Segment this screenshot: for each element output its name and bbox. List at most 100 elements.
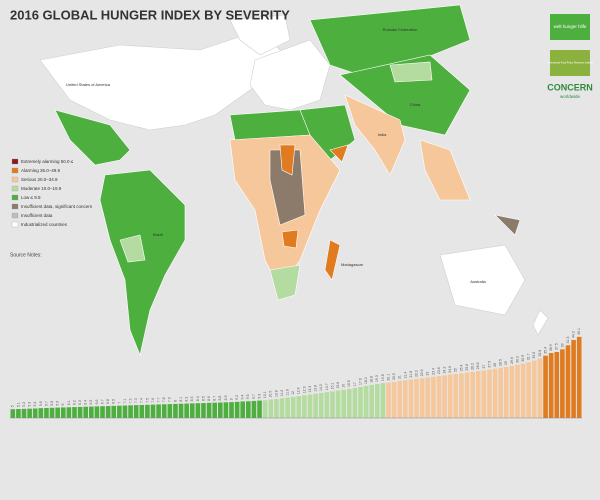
value-label: 13.3	[308, 386, 312, 393]
logo-box	[550, 50, 590, 76]
bar	[369, 384, 375, 418]
bar	[279, 398, 285, 418]
bar	[10, 409, 16, 418]
value-label: 41.3	[566, 336, 570, 343]
value-label: 8.1	[179, 397, 183, 402]
value-label: 5.9	[56, 401, 60, 406]
value-label: 5	[11, 405, 15, 407]
value-label: 21.8	[409, 371, 413, 378]
legend-swatch	[11, 221, 19, 228]
bar	[83, 406, 89, 418]
bar	[223, 402, 229, 418]
value-label: 11.6	[286, 389, 290, 396]
value-label: 9	[229, 398, 233, 400]
bar	[436, 376, 442, 418]
value-label: 19.3	[375, 375, 379, 382]
bar	[100, 406, 105, 418]
value-label: 7.3	[134, 398, 138, 403]
logo-text: worldwide	[560, 94, 581, 99]
value-label: 24.6	[448, 366, 452, 373]
bar	[481, 370, 487, 418]
bar	[189, 403, 195, 418]
bar	[290, 396, 296, 418]
bar	[330, 391, 335, 418]
legend-label: Moderate 10.0–19.9	[21, 186, 62, 191]
bar	[72, 407, 77, 418]
value-label: 7.6	[151, 398, 155, 403]
legend-label: Low ≤ 9.9	[21, 195, 41, 200]
value-label: 7	[117, 402, 121, 404]
bar	[503, 366, 509, 418]
title: 2016 GLOBAL HUNGER INDEX BY SEVERITY	[10, 7, 290, 22]
south-america	[99, 169, 186, 357]
bar	[509, 365, 515, 418]
bar	[431, 376, 436, 418]
value-label: 37.5	[555, 343, 559, 350]
bar	[492, 368, 498, 418]
bar	[178, 403, 184, 418]
value-label: 25	[454, 368, 458, 372]
value-label: 14.2	[319, 384, 323, 391]
value-label: 12.4	[297, 387, 301, 394]
bar	[217, 402, 223, 418]
bar	[195, 403, 201, 418]
value-label: 27.5	[487, 361, 491, 368]
value-label: 10.5	[269, 391, 273, 398]
value-label: 6.6	[95, 399, 99, 404]
bar	[318, 393, 324, 418]
bar	[66, 407, 72, 418]
central-africa	[269, 149, 306, 226]
value-label: 7.1	[123, 399, 127, 404]
bar	[133, 405, 139, 418]
value-label: 5.7	[44, 401, 48, 406]
new-zealand	[532, 309, 549, 336]
bar	[532, 360, 537, 418]
bar	[470, 371, 475, 418]
value-label: 15.6	[336, 382, 340, 389]
bar	[543, 355, 548, 418]
bar	[150, 404, 156, 418]
value-label: 6	[61, 403, 65, 405]
bar	[391, 381, 397, 418]
value-label: 5.1	[16, 402, 20, 407]
bar	[425, 377, 431, 418]
bar	[537, 358, 543, 418]
value-label: 9.9	[257, 394, 261, 399]
bar	[576, 336, 582, 418]
bar	[206, 402, 212, 418]
bar	[139, 404, 145, 418]
bar	[487, 369, 492, 418]
bar	[397, 381, 403, 418]
legend-label: Industrialized countries	[21, 222, 68, 227]
value-label: 7.4	[140, 398, 144, 403]
bar	[16, 409, 21, 418]
map-label: Russian Federation	[383, 27, 418, 32]
value-label: 9.7	[252, 394, 256, 399]
bar	[274, 398, 279, 418]
north-america	[39, 29, 291, 131]
value-label: 23.8	[437, 367, 441, 374]
bar	[386, 382, 391, 418]
value-label: 7.9	[168, 397, 172, 402]
value-label: 33.8	[538, 350, 542, 357]
value-label: 17	[353, 382, 357, 386]
value-label: 5.2	[22, 402, 26, 407]
bar	[167, 404, 173, 418]
legend-label: Insufficient data, significant concern	[21, 204, 93, 209]
value-label: 12	[291, 391, 295, 395]
bar	[251, 400, 257, 418]
bar	[296, 396, 302, 418]
legend-swatch	[11, 167, 19, 174]
map-label: Madagascar	[341, 262, 364, 267]
southern-africa	[269, 264, 301, 301]
map-label: Brazil	[153, 232, 163, 237]
bar	[32, 408, 38, 418]
world-map	[39, 4, 549, 357]
bar	[201, 403, 206, 418]
bar	[161, 404, 167, 418]
logo-text: International Food Policy Research Insti…	[547, 62, 594, 65]
bar	[313, 393, 318, 418]
value-label: 16.5	[347, 380, 351, 387]
value-label: 21.4	[403, 371, 407, 378]
